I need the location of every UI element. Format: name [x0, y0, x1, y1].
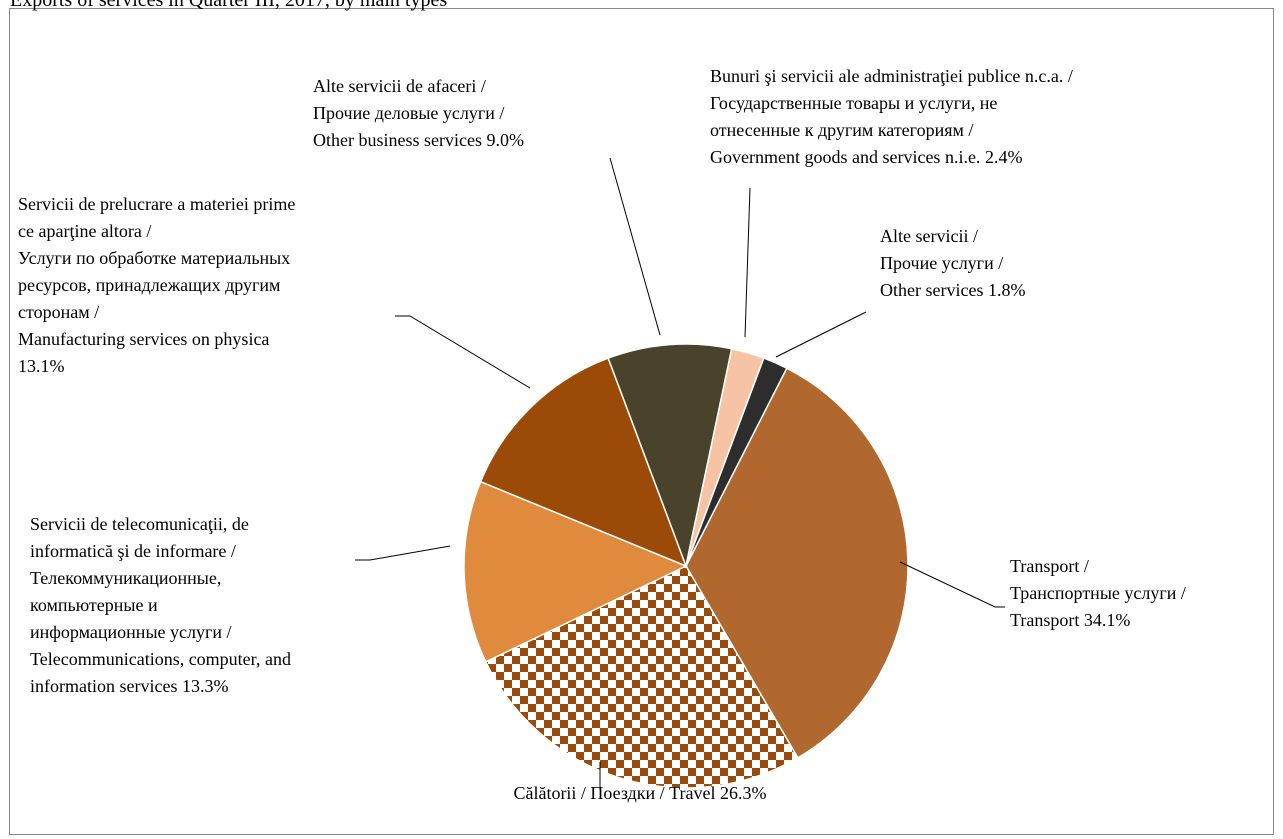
label-line: Bunuri şi servicii ale administraţiei pu… — [710, 66, 1073, 86]
label-line: Telecommunications, computer, and — [30, 649, 291, 669]
pie-slice — [607, 343, 733, 569]
label-line: Государственные товары и услуги, не — [710, 93, 997, 113]
leader-line — [775, 311, 867, 358]
label-line: Телекоммуникационные, — [30, 568, 221, 588]
label-line: Other services — [880, 280, 988, 300]
value-label: 13.3% — [182, 676, 229, 696]
label-line: Прочие услуги / — [880, 253, 1003, 273]
leader-line — [609, 157, 661, 336]
label-line: информационные услуги / — [30, 622, 232, 642]
label-line: Alte servicii / — [880, 226, 978, 246]
chart-title: Exports of services in Quarter III, 2017… — [10, 0, 447, 11]
label-line: Alte servicii de afaceri / — [313, 76, 486, 96]
slice-label: Servicii de prelucrare a materiei prime c… — [18, 194, 295, 376]
leader-line — [744, 187, 751, 338]
slice-label: Servicii de telecomunicaţii, de informati… — [30, 514, 291, 696]
pie-slice — [685, 357, 788, 567]
slice-label: Călătorii / Поездки / Travel 26.3% — [513, 783, 766, 803]
label-line: Транспортные услуги / — [1010, 583, 1186, 603]
value-label: 26.3% — [720, 783, 767, 803]
slice-label: Transport / Транспортные услуги / Transpor… — [1010, 556, 1186, 630]
slice-label: Bunuri şi servicii ale administraţiei pu… — [710, 66, 1073, 167]
label-line: ресурсов, принадлежащих другим — [18, 275, 280, 295]
pie-slice — [479, 357, 688, 568]
label-line: Transport / — [1010, 556, 1089, 576]
label-line: сторонам / — [18, 302, 99, 322]
label-line: information services — [30, 676, 177, 696]
leader-line — [355, 545, 451, 561]
label-line: informatică şi de informare / — [30, 541, 236, 561]
value-label: 34.1% — [1084, 610, 1131, 630]
value-label: 1.8% — [988, 280, 1026, 300]
leader-line — [899, 561, 1005, 608]
label-line: Прочие деловые услуги / — [313, 103, 504, 123]
label-line: отнесенные к другим категориям / — [710, 120, 973, 140]
slice-label: Alte servicii de afaceri / Прочие деловые… — [313, 76, 524, 150]
value-label: 2.4% — [985, 147, 1023, 167]
label-line: Servicii de prelucrare a materiei prime — [18, 194, 295, 214]
label-line: Călătorii / Поездки / Travel — [513, 783, 715, 803]
pie-slice — [484, 565, 799, 789]
slice-label: Alte servicii / Прочие услуги / Other serv… — [880, 226, 1025, 300]
pie-slice — [463, 480, 688, 663]
label-line: компьютерные и — [30, 595, 158, 615]
label-line: Услуги по обработке материальных — [18, 248, 290, 268]
value-label: 9.0% — [486, 130, 524, 150]
label-line: Manufacturing services on physica — [18, 329, 269, 349]
label-line: Transport — [1010, 610, 1079, 630]
label-line: Servicii de telecomunicaţii, de — [30, 514, 249, 534]
leader-line — [395, 315, 531, 389]
label-line: Other business services — [313, 130, 482, 150]
label-line: ce aparţine altora / — [18, 221, 151, 241]
value-label: 13.1% — [18, 356, 65, 376]
label-line: Government goods and services n.i.e. — [710, 147, 980, 167]
